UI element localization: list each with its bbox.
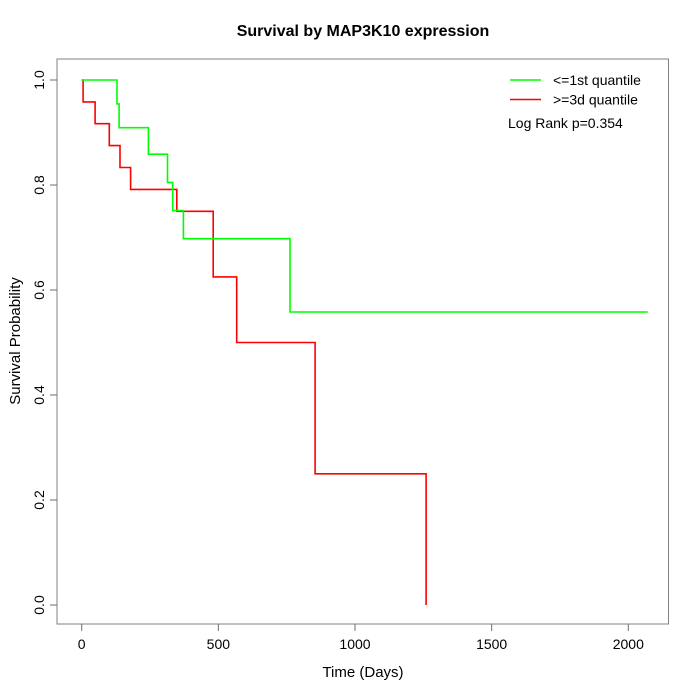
x-tick-label: 0 bbox=[78, 636, 86, 652]
legend-label-low-expression: <=1st quantile bbox=[553, 72, 641, 88]
survival-curve-low-expression bbox=[81, 79, 648, 313]
y-tick-label: 0.2 bbox=[31, 490, 47, 510]
x-tick-label: 1000 bbox=[339, 636, 370, 652]
x-axis-ticks: 0 500 1000 1500 2000 bbox=[78, 624, 644, 652]
survival-curve-high-expression bbox=[81, 79, 427, 605]
y-axis-label: Survival Probability bbox=[7, 277, 24, 405]
y-tick-label: 0.0 bbox=[31, 595, 47, 615]
x-axis-label: Time (Days) bbox=[322, 664, 403, 681]
x-tick-label: 2000 bbox=[613, 636, 644, 652]
y-tick-label: 1.0 bbox=[31, 70, 47, 90]
y-tick-label: 0.6 bbox=[31, 280, 47, 300]
plot-frame bbox=[56, 58, 669, 625]
x-tick-label: 1500 bbox=[476, 636, 507, 652]
y-axis-ticks: 0.0 0.2 0.4 0.6 0.8 1.0 bbox=[31, 70, 57, 615]
log-rank-p-value: Log Rank p=0.354 bbox=[508, 115, 623, 131]
x-tick-label: 500 bbox=[207, 636, 231, 652]
y-tick-label: 0.4 bbox=[31, 385, 47, 405]
y-tick-label: 0.8 bbox=[31, 175, 47, 195]
legend: <=1st quantile >=3d quantile Log Rank p=… bbox=[508, 72, 641, 131]
plot-title: Survival by MAP3K10 expression bbox=[237, 23, 490, 40]
legend-label-high-expression: >=3d quantile bbox=[553, 92, 638, 108]
